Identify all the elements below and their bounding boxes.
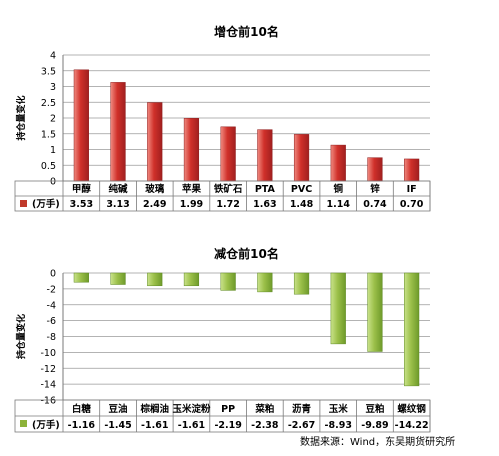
x-tick-label: 锌 xyxy=(370,183,380,195)
bar xyxy=(73,69,89,182)
bar xyxy=(257,272,273,293)
y-tick-label: 2.5 xyxy=(41,98,56,109)
y-axis-label: 持仓量变化 xyxy=(15,95,27,140)
bar xyxy=(110,82,126,182)
x-tick-label: 铜 xyxy=(333,183,343,195)
y-tick-label: -4 xyxy=(47,300,56,311)
x-tick-label: PTA xyxy=(255,184,276,195)
x-tick-label: 苹果 xyxy=(182,183,202,195)
bar xyxy=(293,272,310,295)
data-label: 2.49 xyxy=(143,199,166,210)
x-tick-label: 玉米 xyxy=(329,403,349,415)
y-tick-label: -10 xyxy=(40,348,56,359)
data-label: 3.53 xyxy=(70,199,93,210)
y-tick-label: -6 xyxy=(47,316,56,327)
bar xyxy=(330,272,346,345)
data-label: -1.16 xyxy=(68,420,96,431)
bar xyxy=(257,129,273,182)
x-tick-label: 棕榈油 xyxy=(139,403,169,415)
x-tick-label: 豆粕 xyxy=(365,403,384,415)
y-tick-label: 0 xyxy=(50,269,56,280)
legend-label: (万手) xyxy=(32,198,60,210)
x-tick-label: IF xyxy=(407,184,417,195)
data-label: 1.99 xyxy=(180,199,203,210)
legend-swatch xyxy=(20,420,27,427)
data-label: -2.19 xyxy=(214,420,241,431)
data-label: -14.22 xyxy=(395,420,429,431)
y-tick-label: 1.5 xyxy=(41,129,56,140)
data-label: 3.13 xyxy=(106,199,129,210)
x-tick-label: 螺纹钢 xyxy=(397,403,426,415)
legend-swatch xyxy=(20,200,27,207)
y-tick-label: -2 xyxy=(47,284,56,295)
y-tick-label: 0 xyxy=(50,177,56,188)
bar xyxy=(183,272,200,287)
x-tick-label: 白糖 xyxy=(72,403,92,415)
y-tick-label: -14 xyxy=(40,380,56,391)
x-tick-label: 甲醇 xyxy=(72,183,92,195)
data-label: -1.61 xyxy=(141,420,168,431)
bar xyxy=(404,272,420,387)
y-tick-label: 4 xyxy=(50,51,56,62)
y-tick-label: 1 xyxy=(50,145,56,156)
source-note: 数据来源：Wind，东吴期货研究所 xyxy=(300,437,456,448)
bar xyxy=(404,158,420,182)
y-tick-label: -12 xyxy=(40,364,56,375)
x-tick-label: 铁矿石 xyxy=(214,183,243,195)
x-tick-label: 玻璃 xyxy=(145,183,165,195)
data-label: 1.63 xyxy=(253,199,276,210)
x-tick-label: 菜粕 xyxy=(254,403,274,415)
x-tick-label: 纯碱 xyxy=(109,183,129,195)
y-tick-label: -16 xyxy=(40,396,56,407)
y-tick-label: 3.5 xyxy=(41,66,56,77)
y-tick-label: 0.5 xyxy=(41,161,56,172)
bar xyxy=(147,272,163,287)
legend-label: (万手) xyxy=(32,419,60,431)
bar xyxy=(367,157,383,182)
chart-title: 增仓前10名 xyxy=(214,24,279,39)
x-tick-label: 玉米淀粉 xyxy=(172,403,211,415)
data-label: 1.48 xyxy=(290,199,314,210)
x-tick-label: 沥青 xyxy=(292,403,312,415)
data-label: -2.38 xyxy=(251,420,279,431)
data-label: 1.72 xyxy=(216,199,239,210)
x-tick-label: PVC xyxy=(291,184,312,195)
data-label: 0.74 xyxy=(363,199,387,210)
bar xyxy=(367,272,383,352)
x-tick-label: PP xyxy=(221,404,235,415)
y-tick-label: -8 xyxy=(47,332,56,343)
bar xyxy=(220,126,236,182)
bar xyxy=(73,272,89,283)
data-label: -1.45 xyxy=(104,420,131,431)
bar xyxy=(220,272,236,291)
bar xyxy=(110,272,126,285)
bar xyxy=(183,118,200,182)
y-axis-label: 持仓量变化 xyxy=(15,314,27,359)
data-label: -8.93 xyxy=(325,420,352,431)
bar xyxy=(330,144,346,182)
y-tick-label: 3 xyxy=(50,82,56,93)
bar xyxy=(147,102,163,182)
bar xyxy=(293,134,310,182)
data-label: 1.14 xyxy=(327,199,351,210)
x-tick-label: 豆油 xyxy=(109,403,128,415)
data-label: 0.70 xyxy=(400,199,424,210)
chart-title: 减仓前10名 xyxy=(214,246,279,261)
data-label: -9.89 xyxy=(361,420,388,431)
data-label: -1.61 xyxy=(178,420,205,431)
y-tick-label: 2 xyxy=(50,114,56,125)
data-label: -2.67 xyxy=(288,420,315,431)
